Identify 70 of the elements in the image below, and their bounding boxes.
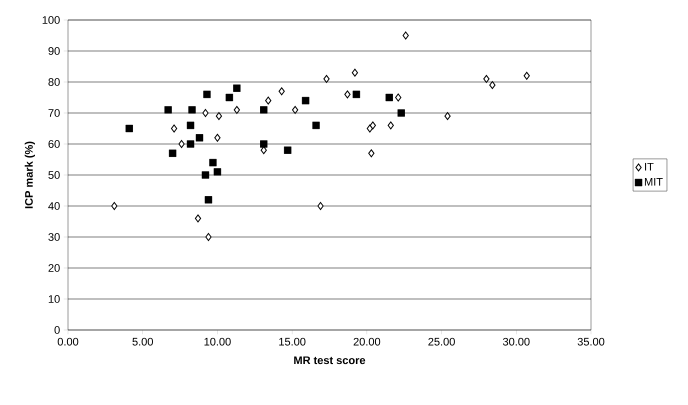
point (126, 124, 133, 132)
point (216, 112, 222, 120)
point (194, 214, 202, 222)
point (164, 106, 172, 114)
point (489, 81, 496, 90)
y-axis-title: ICP mark (%) (24, 142, 35, 208)
point (202, 171, 210, 179)
point (368, 149, 374, 158)
point (209, 158, 217, 166)
point (302, 96, 310, 104)
point (278, 87, 285, 96)
point (483, 74, 490, 83)
point (265, 96, 272, 105)
point (204, 196, 212, 204)
y-tick-label: 40 (48, 202, 60, 210)
x-tick-label: 10.00 (204, 338, 231, 346)
point (352, 90, 360, 98)
point (386, 94, 393, 102)
y-tick-label: 0 (54, 326, 60, 334)
point (188, 106, 196, 114)
x-tick-label: 20.00 (354, 338, 380, 346)
point (260, 106, 268, 114)
point (317, 202, 324, 210)
point (170, 124, 178, 132)
point (186, 122, 194, 130)
point (524, 72, 530, 80)
point (214, 134, 221, 142)
x-tick-label: 30.00 (502, 338, 530, 346)
x-tick-label: 35.00 (578, 338, 604, 346)
point (344, 90, 351, 98)
x-tick-label: 5.00 (132, 338, 153, 346)
point (260, 140, 268, 148)
x-axis-title: MR test score (294, 356, 366, 364)
point (111, 202, 118, 210)
point (395, 94, 402, 102)
x-tick-label: 0.00 (58, 338, 78, 346)
point (203, 90, 211, 98)
y-tick-label: 50 (48, 171, 60, 179)
point (398, 109, 405, 117)
point (186, 140, 194, 148)
point (202, 109, 209, 117)
x-tick-label: 15.00 (279, 338, 306, 346)
point (196, 134, 204, 142)
y-tick-label: 100 (42, 16, 60, 24)
y-tick-label: 10 (48, 295, 60, 303)
y-tick-label: 90 (48, 47, 60, 55)
y-tick-label: 70 (48, 109, 60, 117)
point (178, 140, 185, 148)
point (205, 233, 212, 241)
point (226, 94, 234, 102)
point (388, 121, 394, 130)
point (323, 74, 330, 83)
point (234, 106, 240, 114)
x-tick-label: 25.00 (428, 338, 455, 346)
point (370, 121, 376, 130)
y-tick-label: 20 (48, 264, 60, 272)
point (168, 150, 176, 157)
y-tick-label: 30 (48, 233, 60, 241)
y-tick-label: 80 (48, 78, 60, 86)
point (292, 106, 298, 114)
point (402, 32, 409, 40)
legend-label: IT (645, 162, 654, 170)
legend-label: MIT (644, 178, 663, 186)
point (352, 68, 358, 77)
point (284, 146, 292, 154)
point (312, 122, 320, 130)
point (233, 84, 241, 92)
point (444, 112, 451, 120)
point (214, 168, 222, 176)
y-tick-label: 60 (48, 140, 60, 148)
